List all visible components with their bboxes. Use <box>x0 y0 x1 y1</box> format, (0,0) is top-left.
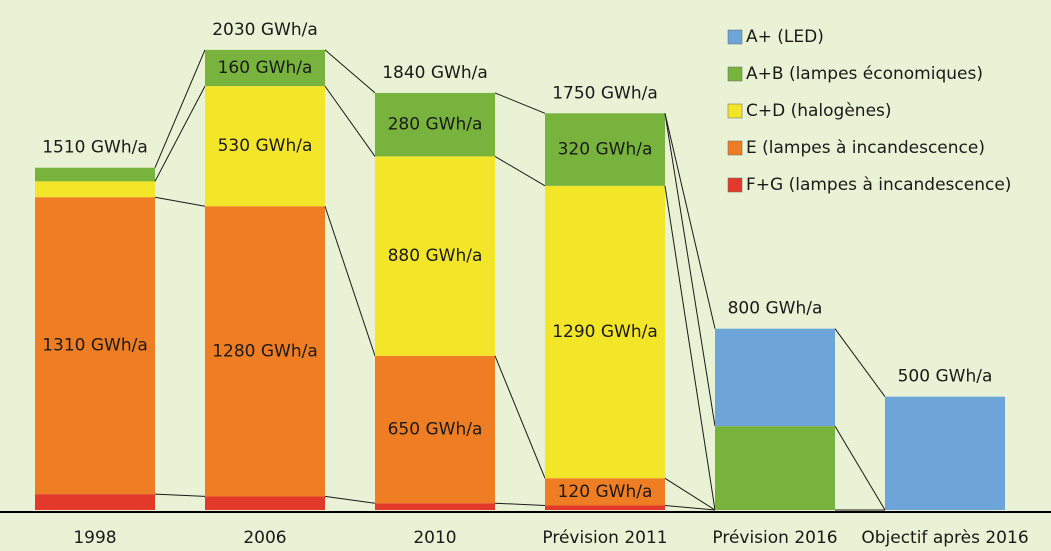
connector <box>154 196 206 207</box>
legend-label: A+B (lampes économiques) <box>746 64 983 84</box>
bar-segment <box>35 494 155 510</box>
connector <box>834 328 886 397</box>
connector <box>324 206 376 357</box>
x-tick-label: 1998 <box>73 528 116 548</box>
total-label: 800 GWh/a <box>728 299 823 319</box>
x-tick-label: Prévision 2016 <box>712 528 837 548</box>
bar-segment <box>375 156 495 356</box>
total-label: 2030 GWh/a <box>212 20 318 40</box>
connector <box>324 85 376 157</box>
connector <box>664 113 716 427</box>
bar-segment <box>885 396 1005 510</box>
legend-swatch <box>727 103 743 119</box>
total-label: 1750 GWh/a <box>552 83 658 103</box>
data-label: 530 GWh/a <box>218 136 313 156</box>
connector <box>494 355 546 479</box>
data-label: 880 GWh/a <box>388 246 483 266</box>
bar-segment <box>35 181 155 198</box>
connector <box>664 113 716 329</box>
data-label: 160 GWh/a <box>218 58 313 78</box>
bar-segment <box>545 478 665 506</box>
total-label: 500 GWh/a <box>898 367 993 387</box>
bar-segment <box>375 503 495 510</box>
legend-swatch <box>727 177 743 193</box>
bar-segment <box>205 86 325 207</box>
x-tick-label: 2006 <box>243 528 286 548</box>
legend-swatch <box>727 29 743 45</box>
bar-segment <box>715 426 835 510</box>
x-tick-label: Prévision 2011 <box>542 528 667 548</box>
bar-segment <box>205 49 325 87</box>
connector <box>324 495 376 504</box>
connector <box>834 425 886 511</box>
bar-segment <box>35 197 155 495</box>
bar-segment <box>205 206 325 497</box>
connector <box>154 49 206 168</box>
bar-segment <box>545 113 665 186</box>
data-label: 1310 GWh/a <box>42 336 148 356</box>
bar-segment <box>35 167 155 182</box>
data-label: 650 GWh/a <box>388 420 483 440</box>
bar-segment <box>545 185 665 479</box>
connector <box>664 185 716 511</box>
connector <box>324 49 376 94</box>
legend-label: A+ (LED) <box>746 27 824 47</box>
bar-segment <box>205 496 325 510</box>
connector <box>154 85 206 182</box>
legend-label: C+D (halogènes) <box>746 101 892 121</box>
bar-segment <box>545 505 665 510</box>
legend-swatch <box>727 66 743 82</box>
connector <box>154 493 206 497</box>
connector <box>494 155 546 187</box>
x-tick-label: 2010 <box>413 528 456 548</box>
bar-segment <box>375 92 495 157</box>
data-label: 280 GWh/a <box>388 115 483 135</box>
bar-segment <box>375 355 495 504</box>
data-label: 320 GWh/a <box>558 140 653 160</box>
bar-segment <box>715 328 835 427</box>
connector <box>664 477 716 511</box>
legend-label: F+G (lampes à incandescence) <box>746 175 1011 195</box>
total-label: 1510 GWh/a <box>42 138 148 158</box>
data-label: 1280 GWh/a <box>212 341 318 361</box>
data-label: 120 GWh/a <box>558 482 653 502</box>
connector <box>664 504 716 511</box>
connector <box>494 92 546 114</box>
connector <box>494 502 546 506</box>
data-label: 1290 GWh/a <box>552 322 658 342</box>
total-label: 1840 GWh/a <box>382 63 488 83</box>
legend-label: E (lampes à incandescence) <box>746 138 985 158</box>
x-tick-label: Objectif après 2016 <box>861 528 1028 548</box>
legend-swatch <box>727 140 743 156</box>
